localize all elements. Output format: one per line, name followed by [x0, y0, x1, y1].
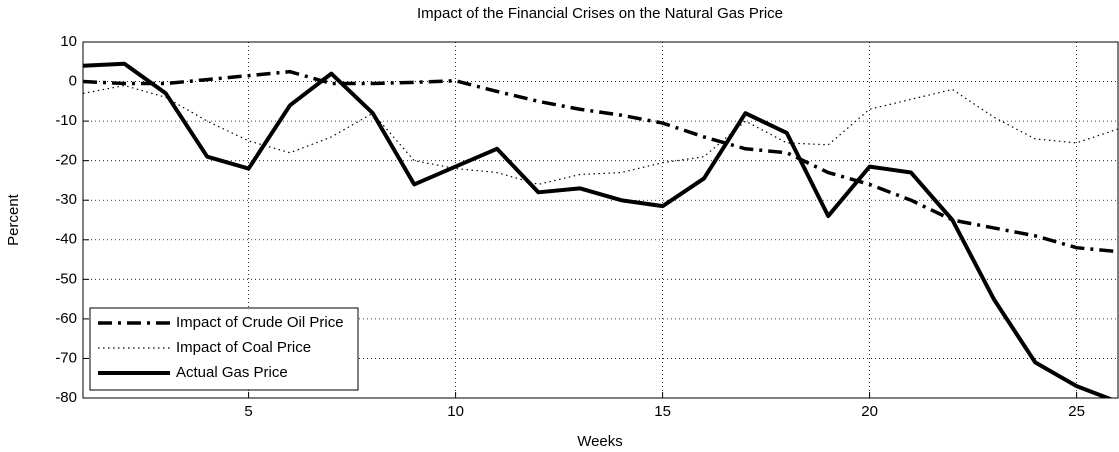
series-line [83, 61, 1114, 398]
legend-label: Actual Gas Price [176, 364, 288, 381]
x-axis-label: Weeks [577, 433, 623, 450]
legend-label: Impact of Crude Oil Price [176, 314, 344, 331]
y-tick-label: -20 [55, 152, 77, 169]
x-tick-label: 10 [447, 403, 464, 420]
x-tick-label: 15 [654, 403, 671, 420]
series-line [83, 69, 1118, 254]
y-tick-label: -40 [55, 231, 77, 248]
y-tick-label: -70 [55, 349, 77, 366]
y-tick-label: -50 [55, 270, 77, 287]
x-tick-label: 20 [861, 403, 878, 420]
y-axis-label: Percent [5, 193, 22, 246]
x-tick-label: 5 [244, 403, 252, 420]
axes-box [82, 41, 1119, 399]
y-tick-label: -30 [55, 191, 77, 208]
series-line [83, 84, 1118, 185]
y-tick-label: -60 [55, 310, 77, 327]
y-tick-label: 10 [60, 33, 77, 50]
legend-label: Impact of Coal Price [176, 339, 311, 356]
chart-title: Impact of the Financial Crises on the Na… [417, 5, 783, 22]
plot-lines [83, 61, 1118, 398]
y-tick-label: 0 [69, 73, 77, 90]
y-tick-label: -80 [55, 389, 77, 406]
x-tick-label: 25 [1068, 403, 1085, 420]
y-tick-label: -10 [55, 112, 77, 129]
